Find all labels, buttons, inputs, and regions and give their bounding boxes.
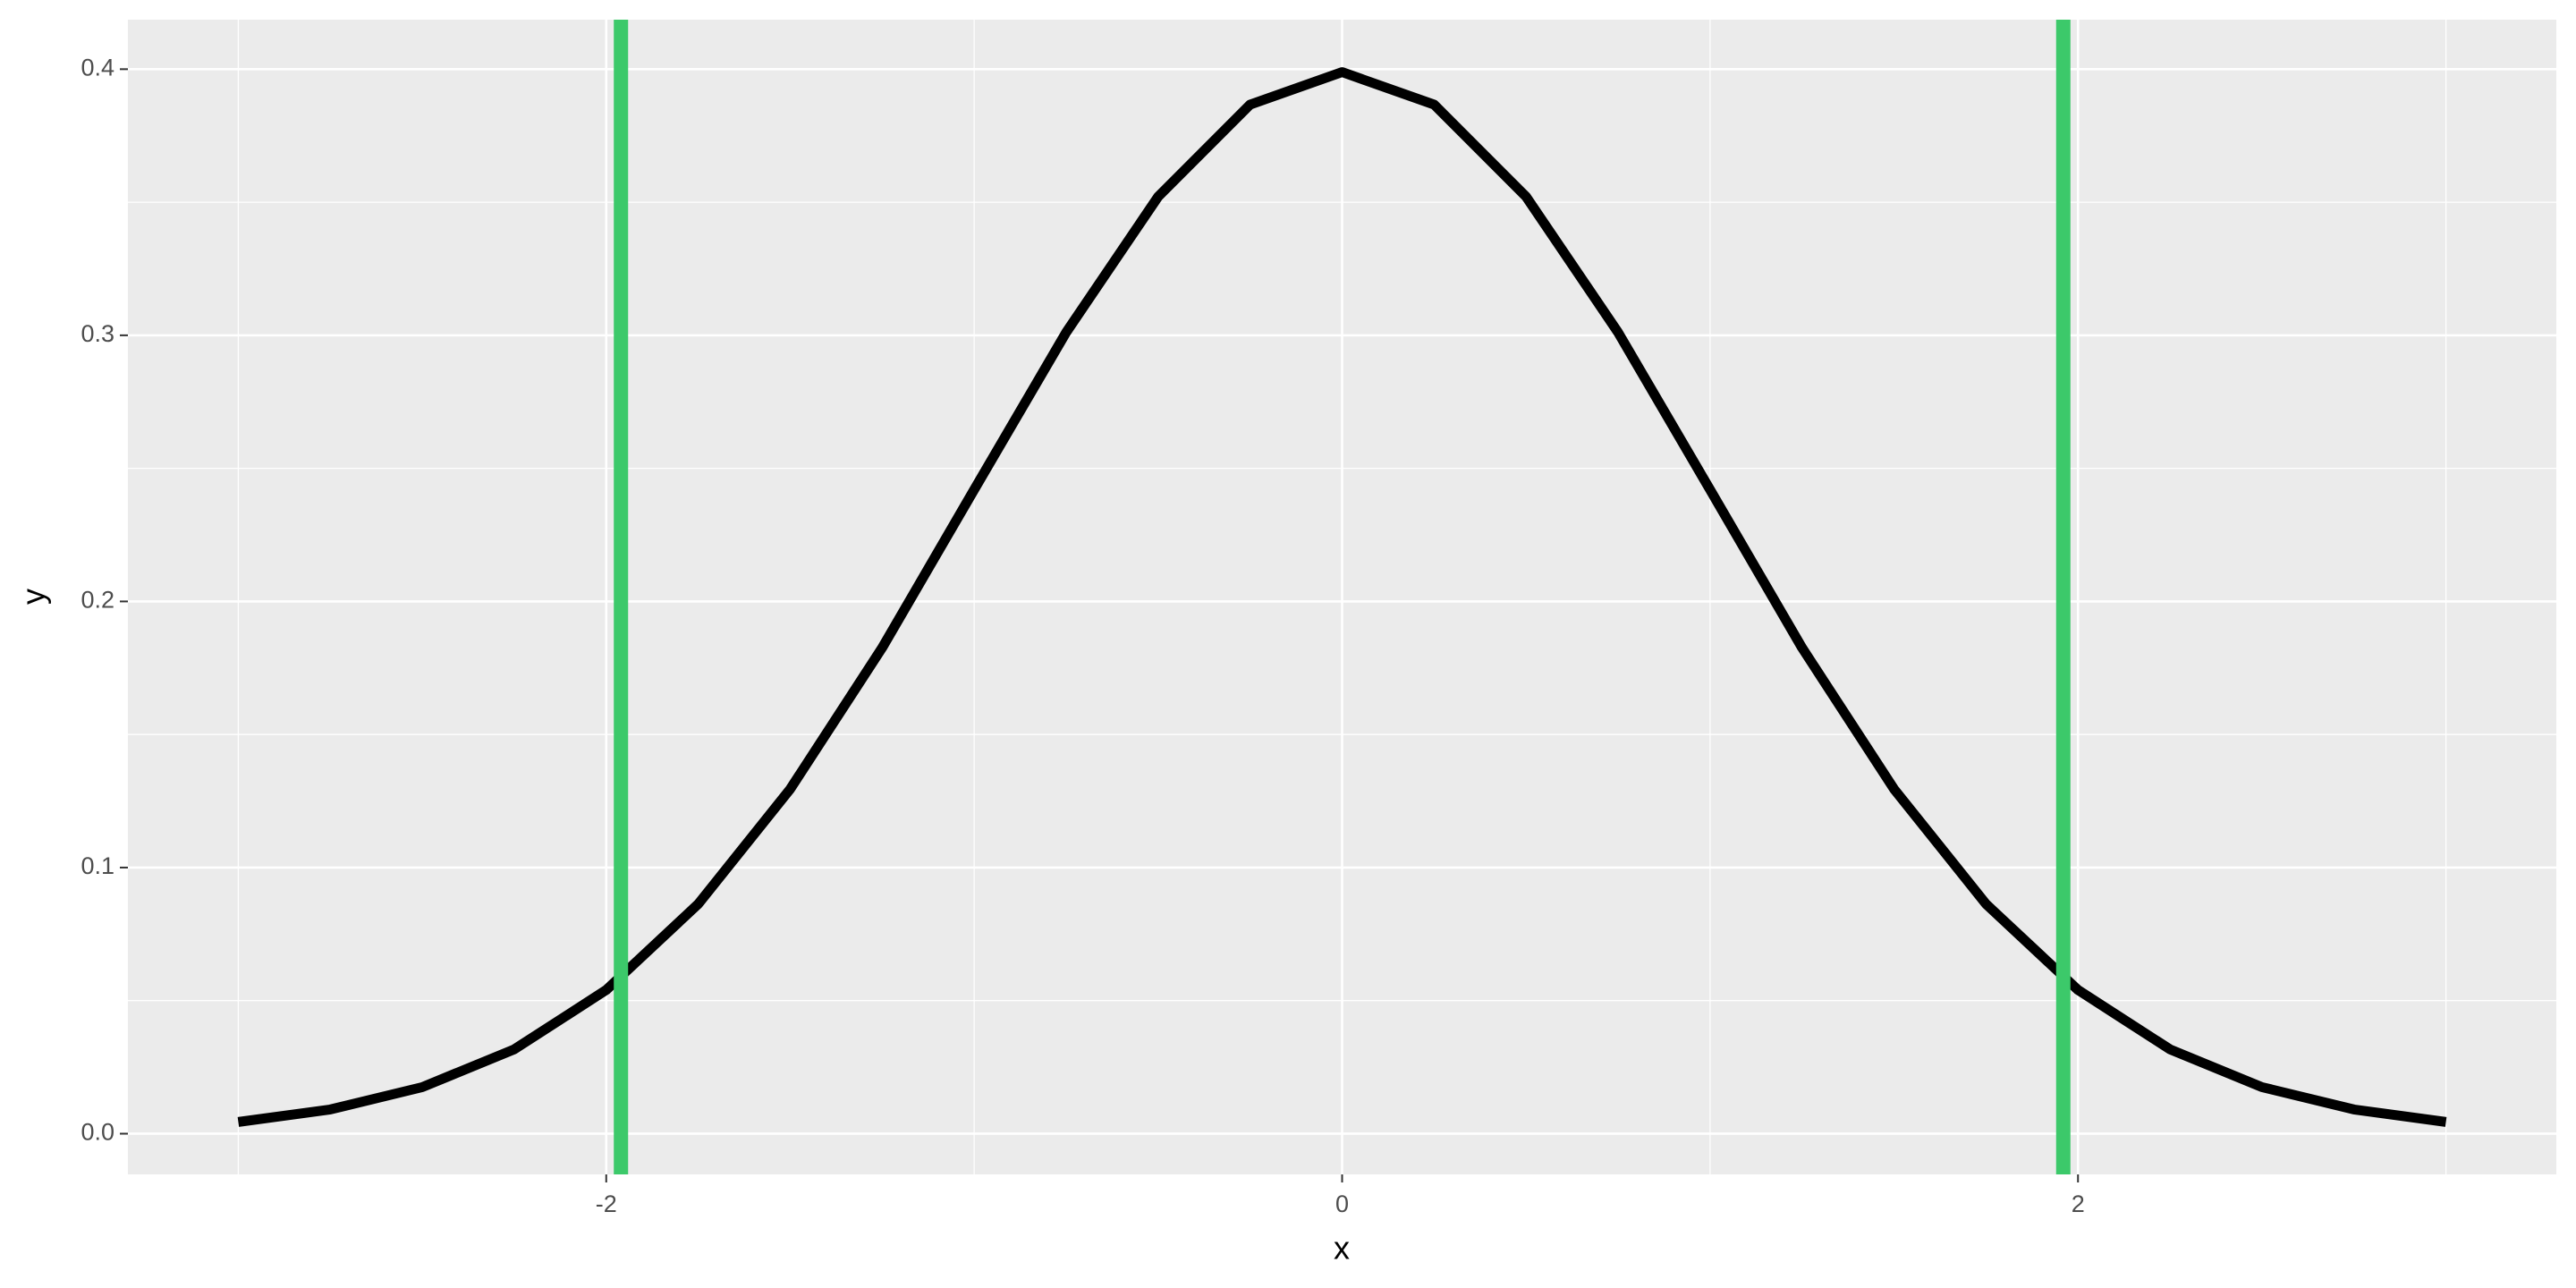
y-axis-title: y: [15, 589, 52, 605]
y-tick-label: 0.4: [80, 54, 114, 80]
x-tick-label: 2: [2072, 1191, 2085, 1217]
x-tick-label: -2: [596, 1191, 617, 1217]
y-tick-label: 0.1: [80, 852, 114, 879]
y-tick-label: 0.3: [80, 320, 114, 347]
line: [237, 67, 2447, 1127]
y-tick-label: 0.0: [80, 1119, 114, 1146]
y-tick-label: 0.2: [80, 587, 114, 614]
x-axis-title: x: [1334, 1230, 1350, 1267]
x-tick-label: 0: [1335, 1191, 1349, 1217]
